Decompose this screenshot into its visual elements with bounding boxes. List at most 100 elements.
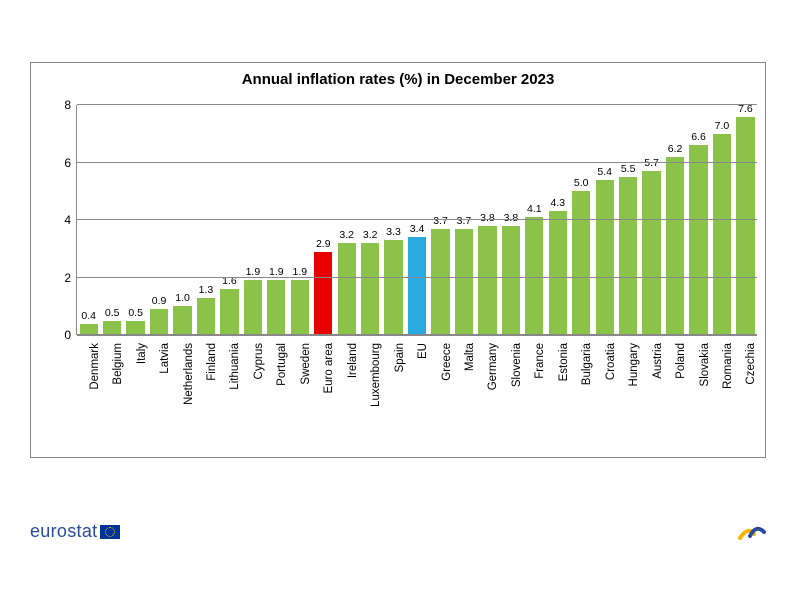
x-label-slot: Finland — [194, 337, 217, 447]
value-label: 2.9 — [316, 238, 331, 250]
x-label-slot: Poland — [663, 337, 686, 447]
value-label: 0.5 — [105, 307, 120, 319]
x-label-slot: Belgium — [100, 337, 123, 447]
value-label: 3.8 — [504, 212, 519, 224]
y-axis-line — [76, 105, 77, 335]
x-label-slot: Italy — [124, 337, 147, 447]
bar-slot: 5.0 — [570, 105, 593, 335]
x-label-slot: Germany — [476, 337, 499, 447]
bar-slot: 3.8 — [499, 105, 522, 335]
x-label: Lithuania — [229, 343, 241, 390]
bar: 1.3 — [197, 298, 215, 335]
bar-slot: 3.4 — [405, 105, 428, 335]
x-label-slot: Bulgaria — [570, 337, 593, 447]
bar: 4.3 — [549, 211, 567, 335]
bar-slot: 5.5 — [616, 105, 639, 335]
x-label: Austria — [652, 343, 664, 379]
value-label: 3.8 — [480, 212, 495, 224]
x-label-slot: Croatia — [593, 337, 616, 447]
x-label: Euro area — [323, 343, 335, 394]
value-label: 5.0 — [574, 177, 589, 189]
bar: 1.9 — [291, 280, 309, 335]
bar-slot: 6.6 — [687, 105, 710, 335]
y-tick-label: 4 — [64, 213, 71, 227]
x-label-slot: Ireland — [335, 337, 358, 447]
x-label: EU — [417, 343, 429, 359]
value-label: 7.0 — [715, 120, 730, 132]
value-label: 5.5 — [621, 163, 636, 175]
bars-container: 0.40.50.50.91.01.31.61.91.91.92.93.23.23… — [77, 105, 757, 335]
bar-slot: 1.3 — [194, 105, 217, 335]
bar-slot: 3.7 — [452, 105, 475, 335]
x-label-slot: Hungary — [616, 337, 639, 447]
value-label: 3.2 — [339, 229, 354, 241]
value-label: 5.4 — [597, 166, 612, 178]
y-tick-label: 8 — [64, 98, 71, 112]
bar-slot: 4.1 — [523, 105, 546, 335]
x-label-slot: France — [523, 337, 546, 447]
value-label: 3.7 — [457, 215, 472, 227]
bar: 1.9 — [244, 280, 262, 335]
value-label: 4.3 — [550, 197, 565, 209]
bar-slot: 3.3 — [382, 105, 405, 335]
x-label-slot: Denmark — [77, 337, 100, 447]
x-label: Latvia — [159, 343, 171, 374]
x-label: Luxembourg — [370, 343, 382, 407]
x-label-slot: Portugal — [265, 337, 288, 447]
bar-slot: 1.9 — [265, 105, 288, 335]
y-tick-label: 0 — [64, 328, 71, 342]
value-label: 3.2 — [363, 229, 378, 241]
bar-slot: 1.9 — [241, 105, 264, 335]
x-labels-container: DenmarkBelgium Italy LatviaNetherlandsFinl… — [77, 337, 757, 447]
bar: 7.0 — [713, 134, 731, 335]
x-label: Slovenia — [511, 343, 523, 387]
x-label: Italy — [136, 343, 148, 364]
bar: 3.3 — [384, 240, 402, 335]
bar: 6.2 — [666, 157, 684, 335]
bar: 0.5 — [126, 321, 144, 335]
bar: 5.0 — [572, 191, 590, 335]
x-label-slot: Slovenia — [499, 337, 522, 447]
x-label-slot: Lithuania — [218, 337, 241, 447]
x-label-slot: Malta — [452, 337, 475, 447]
y-tick-label: 6 — [64, 156, 71, 170]
bar: 3.8 — [478, 226, 496, 335]
x-label-slot: Cyprus — [241, 337, 264, 447]
x-label-slot: Greece — [429, 337, 452, 447]
x-label-slot: Romania — [710, 337, 733, 447]
value-label: 5.7 — [644, 157, 659, 169]
bar: 3.7 — [431, 229, 449, 335]
bar: 1.0 — [173, 306, 191, 335]
x-label-slot: Estonia — [546, 337, 569, 447]
x-label: Sweden — [300, 343, 312, 385]
x-label: Ireland — [347, 343, 359, 378]
x-label: Romania — [722, 343, 734, 389]
gridline — [77, 277, 757, 278]
chart-panel: Annual inflation rates (%) in December 2… — [30, 62, 766, 458]
bar: 1.6 — [220, 289, 238, 335]
value-label: 0.5 — [128, 307, 143, 319]
bar: 3.2 — [338, 243, 356, 335]
x-label: Estonia — [558, 343, 570, 381]
bar: 3.4 — [408, 237, 426, 335]
bar-slot: 3.2 — [358, 105, 381, 335]
x-label: Croatia — [605, 343, 617, 380]
bar-slot: 1.6 — [218, 105, 241, 335]
x-label-slot: Netherlands — [171, 337, 194, 447]
x-label-slot: EU — [405, 337, 428, 447]
bar: 0.9 — [150, 309, 168, 335]
bar-slot: 7.0 — [710, 105, 733, 335]
corner-logo-icon — [738, 520, 766, 542]
x-label-slot: Latvia — [147, 337, 170, 447]
bar: 3.2 — [361, 243, 379, 335]
bar-slot: 5.7 — [640, 105, 663, 335]
y-tick-label: 2 — [64, 271, 71, 285]
bar: 5.4 — [596, 180, 614, 335]
chart-title: Annual inflation rates (%) in December 2… — [31, 71, 765, 88]
value-label: 0.4 — [81, 310, 96, 322]
bar-slot: 1.0 — [171, 105, 194, 335]
bar-slot: 3.2 — [335, 105, 358, 335]
bar-slot: 4.3 — [546, 105, 569, 335]
x-label: France — [534, 343, 546, 379]
bar: 3.7 — [455, 229, 473, 335]
